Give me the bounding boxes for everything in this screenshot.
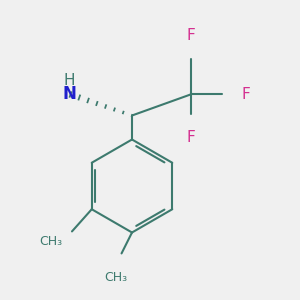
Text: N: N <box>62 85 76 103</box>
Text: CH₃: CH₃ <box>39 235 63 248</box>
Text: F: F <box>241 87 250 102</box>
Text: H: H <box>63 74 75 88</box>
Text: F: F <box>186 28 195 43</box>
Text: CH₃: CH₃ <box>104 271 127 284</box>
Text: F: F <box>186 130 195 145</box>
